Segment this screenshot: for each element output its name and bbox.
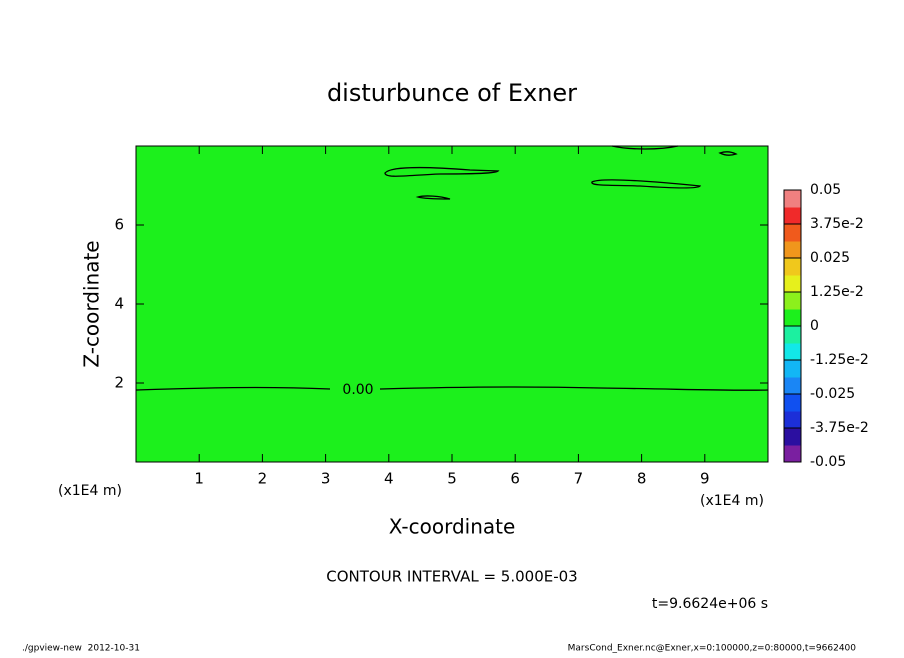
colorbar-band <box>784 343 801 361</box>
x-tick-label: 6 <box>510 470 520 488</box>
y-tick-label: 4 <box>114 295 124 313</box>
colorbar-band <box>784 241 801 259</box>
colorbar-band <box>784 207 801 225</box>
x-tick-label: 2 <box>258 470 268 488</box>
colorbar-band <box>784 394 801 412</box>
plot-area: 0.00 <box>135 145 769 463</box>
y-tick-label: 2 <box>114 374 124 392</box>
y-unit: (x1E4 m) <box>58 483 122 499</box>
colorbar-label: 3.75e-2 <box>810 216 864 232</box>
contour-line <box>591 179 702 189</box>
colorbar-band <box>784 360 801 378</box>
colorbar-band <box>784 190 801 208</box>
y-axis-label: Z-coordinate <box>80 240 104 367</box>
contour-interval: CONTOUR INTERVAL = 5.000E-03 <box>326 568 577 586</box>
colorbar-band <box>784 258 801 276</box>
y-tick-label: 6 <box>114 216 124 234</box>
colorbar-label: -3.75e-2 <box>810 420 869 436</box>
contour-line <box>384 166 500 177</box>
x-tick-label: 9 <box>700 470 710 488</box>
chart-title: disturbunce of Exner <box>327 79 577 107</box>
colorbar-label: -0.05 <box>810 454 846 470</box>
x-axis-label: X-coordinate <box>389 515 516 539</box>
field-fill <box>136 146 768 462</box>
footer-left: ./gpview-new 2012-10-31 <box>22 644 140 654</box>
x-tick-label: 3 <box>321 470 331 488</box>
contour-line <box>415 195 451 200</box>
colorbar-band <box>784 275 801 293</box>
contour-line <box>718 151 738 156</box>
contour-line <box>135 386 769 391</box>
footer-right: MarsCond_Exner.nc@Exner,x=0:100000,z=0:8… <box>568 644 857 654</box>
colorbar-label: -0.025 <box>810 386 855 402</box>
x-tick-label: 5 <box>447 470 457 488</box>
colorbar-band <box>784 411 801 429</box>
colorbar-band <box>784 428 801 446</box>
colorbar-band <box>784 224 801 242</box>
colorbar-label: 0 <box>810 318 819 334</box>
x-tick-label: 7 <box>574 470 584 488</box>
x-tick-label: 8 <box>637 470 647 488</box>
colorbar-band <box>784 326 801 344</box>
colorbar-label: 1.25e-2 <box>810 284 864 300</box>
contour-line <box>611 145 679 150</box>
colorbar-band <box>784 445 801 463</box>
time-label: t=9.6624e+06 s <box>652 596 768 612</box>
x-tick-label: 1 <box>194 470 204 488</box>
x-tick-label: 4 <box>384 470 394 488</box>
colorbar-label: 0.025 <box>810 250 850 266</box>
x-unit: (x1E4 m) <box>700 493 764 509</box>
colorbar-band <box>784 309 801 327</box>
colorbar-band <box>784 377 801 395</box>
colorbar-label: -1.25e-2 <box>810 352 869 368</box>
contour-label: 0.00 <box>342 382 373 398</box>
colorbar-band <box>784 292 801 310</box>
colorbar-label: 0.05 <box>810 182 841 198</box>
